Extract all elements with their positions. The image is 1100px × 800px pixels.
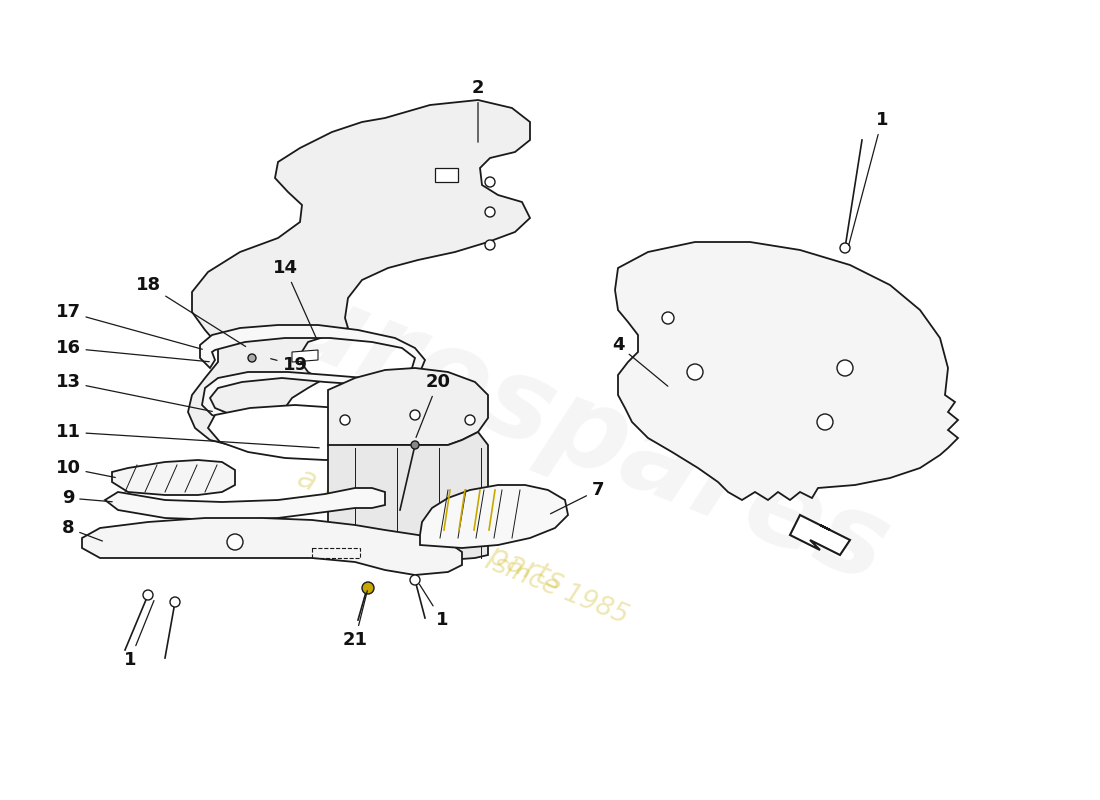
Circle shape <box>362 582 374 594</box>
Circle shape <box>465 415 475 425</box>
Text: a passion for parts: a passion for parts <box>293 463 568 597</box>
Text: 11: 11 <box>55 423 319 448</box>
Polygon shape <box>328 368 488 448</box>
Polygon shape <box>790 515 850 555</box>
Polygon shape <box>82 518 462 575</box>
Polygon shape <box>104 488 385 520</box>
Polygon shape <box>420 485 568 548</box>
Circle shape <box>485 177 495 187</box>
Text: 10: 10 <box>55 459 116 478</box>
Circle shape <box>340 415 350 425</box>
Polygon shape <box>434 168 458 182</box>
Circle shape <box>411 441 419 449</box>
Polygon shape <box>188 100 530 445</box>
Circle shape <box>688 364 703 380</box>
Circle shape <box>662 312 674 324</box>
Circle shape <box>485 207 495 217</box>
Text: 9: 9 <box>62 489 112 507</box>
Text: eurospares: eurospares <box>196 234 904 606</box>
Text: 14: 14 <box>273 259 317 339</box>
Text: 1: 1 <box>849 111 889 246</box>
Text: 18: 18 <box>135 276 245 346</box>
Circle shape <box>410 410 420 420</box>
Text: 7: 7 <box>550 481 604 514</box>
Polygon shape <box>328 432 488 560</box>
Circle shape <box>248 354 256 362</box>
Text: 2: 2 <box>472 79 484 142</box>
Circle shape <box>485 240 495 250</box>
Text: 1: 1 <box>123 601 154 669</box>
Text: 19: 19 <box>271 356 308 374</box>
Polygon shape <box>200 325 425 422</box>
Text: 17: 17 <box>55 303 202 350</box>
Polygon shape <box>112 460 235 495</box>
Circle shape <box>170 597 180 607</box>
Circle shape <box>840 243 850 253</box>
Circle shape <box>227 534 243 550</box>
Text: 20: 20 <box>416 373 451 438</box>
Text: 4: 4 <box>612 336 668 386</box>
Text: 21: 21 <box>342 590 367 649</box>
Text: 1: 1 <box>419 584 449 629</box>
Circle shape <box>817 414 833 430</box>
Text: since 1985: since 1985 <box>488 551 631 629</box>
Circle shape <box>143 590 153 600</box>
Text: 16: 16 <box>55 339 209 362</box>
Polygon shape <box>615 242 958 500</box>
Circle shape <box>837 360 852 376</box>
Text: 8: 8 <box>62 519 102 541</box>
Polygon shape <box>292 350 318 362</box>
Polygon shape <box>208 405 402 460</box>
Text: 13: 13 <box>55 373 212 411</box>
Circle shape <box>410 575 420 585</box>
